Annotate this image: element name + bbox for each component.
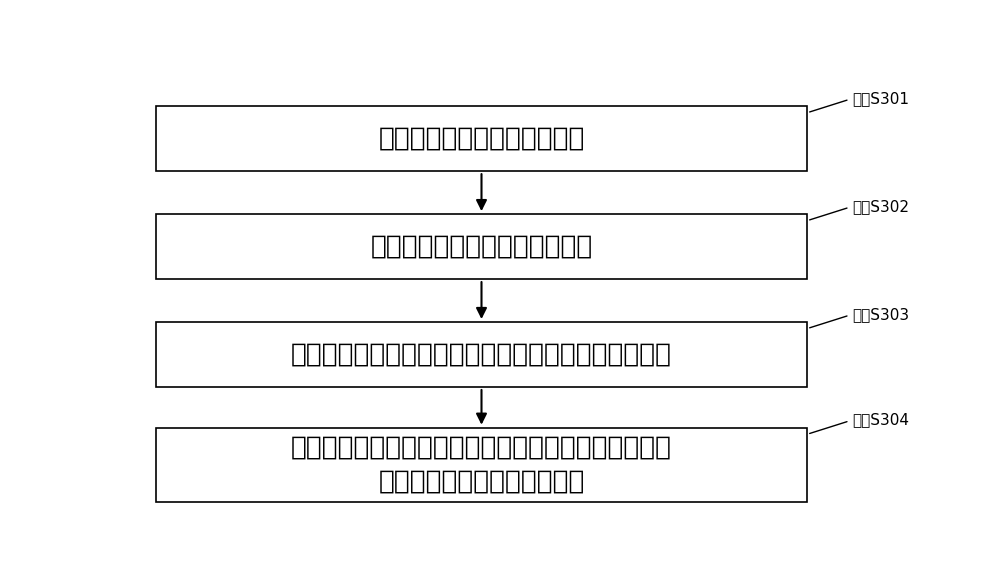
Text: 步骤S304: 步骤S304 [852,412,909,427]
Bar [156,427,807,502]
Text: 根据哈希声音数据与音频库中的声音数据进行对比，判
断电晕放电离子源的电晕状态: 根据哈希声音数据与音频库中的声音数据进行对比，判 断电晕放电离子源的电晕状态 [291,434,672,495]
Text: 根据频谱图中的峰值进行哈希运算，得到哈希声音数据: 根据频谱图中的峰值进行哈希运算，得到哈希声音数据 [291,342,672,367]
Text: 根据频谱图确定频谱图中的峰值: 根据频谱图确定频谱图中的峰值 [370,234,593,259]
Text: 步骤S301: 步骤S301 [852,91,909,106]
Bar [156,322,807,387]
Text: 步骤S303: 步骤S303 [852,307,909,322]
Bar [156,106,807,171]
Bar [156,214,807,279]
Text: 根据放电声音数据生成频谱图: 根据放电声音数据生成频谱图 [378,126,585,152]
Text: 步骤S302: 步骤S302 [852,199,909,214]
